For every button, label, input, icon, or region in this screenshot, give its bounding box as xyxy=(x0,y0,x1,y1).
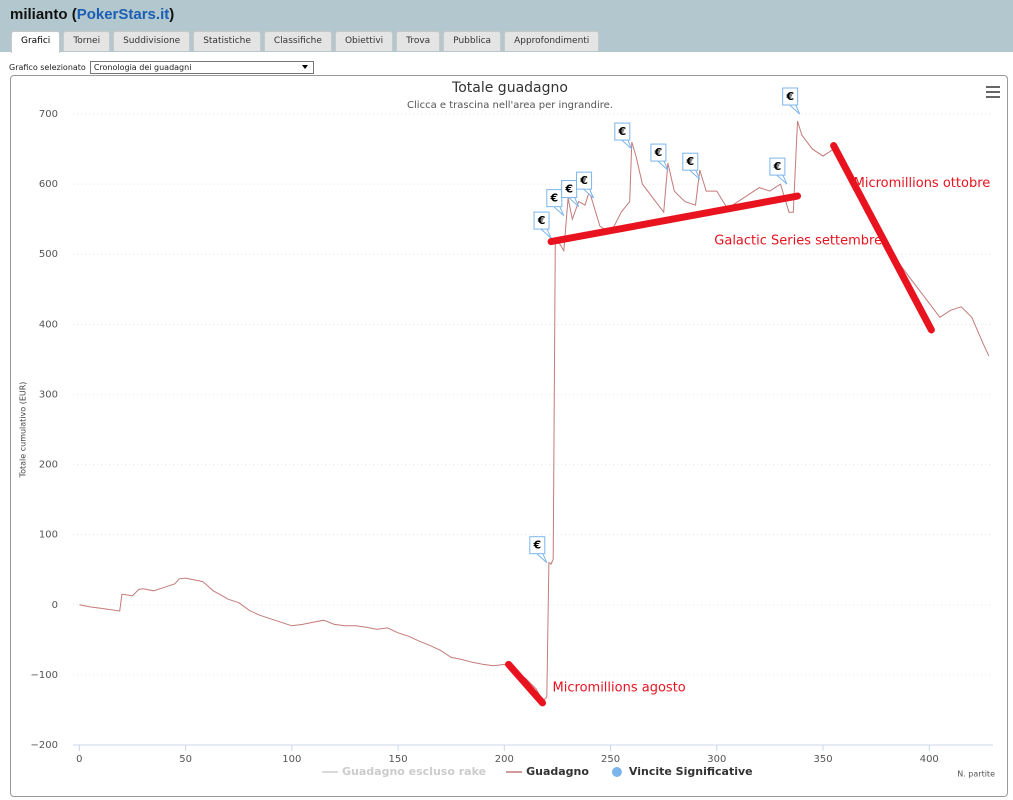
chart: Totale guadagno Clicca e trascina nell'a… xyxy=(19,80,1000,779)
line xyxy=(79,120,990,702)
win-marker-label: € xyxy=(785,90,794,103)
x-tick-label: 100 xyxy=(282,754,301,765)
dropdown[interactable]: Cronologia dei guadagni xyxy=(89,61,314,74)
y-tick-label: −200 xyxy=(31,740,58,751)
tab[interactable]: Tornei xyxy=(63,31,111,51)
site-link[interactable]: PokerStars.it xyxy=(76,6,170,23)
marker-pointer xyxy=(553,206,565,217)
legend-item[interactable]: Vincite Significative xyxy=(611,765,753,778)
legend-label: Vincite Significative xyxy=(629,765,753,778)
annotation-label: Galactic Series settembre xyxy=(714,233,882,248)
x-tick-label: 50 xyxy=(179,754,192,765)
user: milianto xyxy=(10,6,68,23)
annotation-stroke xyxy=(505,660,547,707)
win-marker: € xyxy=(546,189,565,217)
tab[interactable]: Suddivisione xyxy=(113,31,191,51)
tab[interactable]: Trova xyxy=(396,31,441,51)
y-tick-label: 100 xyxy=(39,530,58,541)
annotation-label: Micromillions ottobre xyxy=(854,176,991,191)
tabs: Grafici Tornei Suddivisione Statistiche Clas… xyxy=(11,31,600,53)
header: milianto (PokerStars.it) Grafici Tornei Su… xyxy=(0,0,1013,53)
x-axis-label: N. partite xyxy=(957,770,995,779)
x-tick-label: 250 xyxy=(601,754,620,765)
y-tick-label: 300 xyxy=(39,389,58,400)
win-marker-box xyxy=(782,87,799,106)
y-tick-label: −100 xyxy=(31,670,58,681)
win-marker: € xyxy=(682,152,701,180)
win-marker: € xyxy=(650,143,669,171)
win-marker-label: € xyxy=(549,192,558,205)
win-marker-label: € xyxy=(773,160,782,173)
menu-icon[interactable] xyxy=(986,86,1000,98)
chart-subtitle: Clicca e trascina nell'area per ingrandi… xyxy=(407,100,613,111)
y-axis-label: Totale cumulativo (EUR) xyxy=(19,382,28,479)
marker-pointer xyxy=(789,104,801,115)
marker-pointer xyxy=(568,197,580,207)
marker-pointer xyxy=(540,228,552,239)
tab[interactable]: Grafici xyxy=(11,31,61,53)
tab[interactable]: Pubblica xyxy=(443,31,502,51)
marker-pointer xyxy=(689,169,701,180)
win-marker-box xyxy=(682,152,699,171)
marker-pointer xyxy=(657,160,669,171)
y-tick-label: 600 xyxy=(39,179,58,190)
tab[interactable]: Classifiche xyxy=(263,31,332,51)
y-tick-label: 500 xyxy=(39,249,58,260)
legend-label: Guadagno xyxy=(526,765,589,778)
win-marker-box xyxy=(529,536,546,555)
tab[interactable]: Approfondimenti xyxy=(504,31,600,51)
win-marker: € xyxy=(529,536,548,564)
legend-item[interactable]: Guadagno xyxy=(506,765,589,778)
marker-pointer xyxy=(536,553,548,564)
y-tick-label: 700 xyxy=(39,109,58,120)
tab[interactable]: Obiettivi xyxy=(334,31,394,51)
marker-pointer xyxy=(621,139,633,150)
x-tick-label: 0 xyxy=(76,754,82,765)
marker-pointer xyxy=(583,188,595,199)
chart-title: Totale guadagno xyxy=(451,80,568,96)
x-tick-label: 400 xyxy=(920,754,939,765)
win-marker-box xyxy=(576,171,593,190)
user-title: milianto (PokerStars.it) xyxy=(10,6,174,23)
annotation-stroke xyxy=(547,192,802,246)
win-marker-label: € xyxy=(579,174,588,187)
paren: ) xyxy=(169,6,175,23)
win-marker: € xyxy=(533,211,552,239)
win-marker-label: € xyxy=(685,155,694,168)
legend-symbol xyxy=(611,767,622,777)
y-tick-label: 0 xyxy=(52,600,58,611)
win-marker: € xyxy=(576,171,595,199)
win-marker-box xyxy=(650,143,667,162)
win-marker-label: € xyxy=(564,183,573,196)
x-tick-label: 150 xyxy=(389,754,408,765)
chart-frame xyxy=(10,75,1008,797)
win-marker-box xyxy=(614,122,631,141)
annotation-stroke xyxy=(830,142,935,334)
legend-item[interactable]: Guadagno escluso rake xyxy=(322,765,486,778)
win-marker-label: € xyxy=(537,214,546,227)
x-tick-label: 200 xyxy=(495,754,514,765)
win-marker: € xyxy=(782,87,801,115)
paren: ( xyxy=(71,6,77,23)
win-marker-box xyxy=(769,157,786,176)
x-tick-label: 300 xyxy=(707,754,726,765)
tab[interactable]: Statistiche xyxy=(193,31,261,51)
win-marker-box xyxy=(546,189,563,208)
win-marker-box xyxy=(533,211,550,230)
win-marker-label: € xyxy=(532,539,541,552)
win-marker: € xyxy=(614,122,633,150)
selector-label: Grafico selezionato xyxy=(9,63,86,72)
win-marker: € xyxy=(769,157,788,185)
annotation-label: Micromillions agosto xyxy=(553,680,686,695)
y-tick-label: 200 xyxy=(39,460,58,471)
x-tick-label: 350 xyxy=(813,754,832,765)
legend-label: Guadagno escluso rake xyxy=(342,765,486,778)
win-marker-label: € xyxy=(654,146,663,159)
selector: Grafico selezionato Cronologia dei guadag… xyxy=(9,61,314,74)
marker-pointer xyxy=(776,174,788,185)
y-tick-label: 400 xyxy=(39,319,58,330)
win-marker-label: € xyxy=(617,125,626,138)
